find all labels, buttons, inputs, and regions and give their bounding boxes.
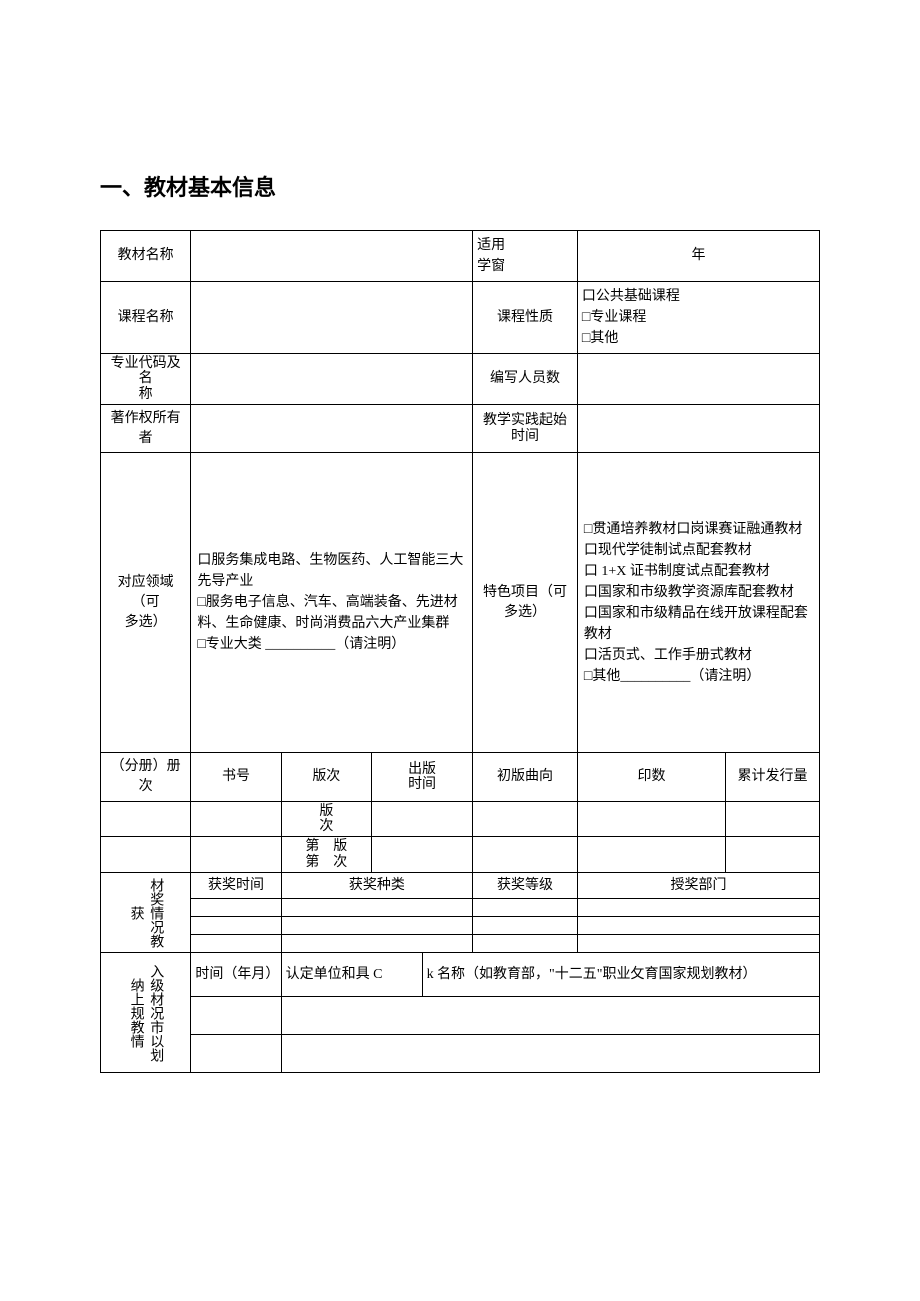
aw-r1-c3 (473, 899, 578, 917)
cn-opt-3: □其他 (582, 331, 618, 346)
vol-r2-c2 (191, 837, 281, 873)
field-opt-1: 口服务集成电路、生物医药、人工智能三大先导产业 (197, 553, 463, 589)
feat-opt-6: □其他__________（请注明） (584, 669, 760, 684)
info-table: 教材名称 适用 学窗 年 课程名称 课程性质 口公共基础课程 □专业课程 □其他… (100, 230, 820, 1073)
label-feature: 特色项目（可 多选） (473, 453, 578, 753)
vol-r1-c6 (577, 801, 725, 837)
label-author-count: 编写人员数 (473, 354, 578, 405)
vol-r2-c5 (473, 837, 578, 873)
label-publish-time: 出版 时间 (371, 753, 472, 801)
vol-r2-c1 (101, 837, 191, 873)
field-opt-3: □专业大类 __________（请注明） (197, 637, 405, 652)
field-opt-2: □服务电子信息、汽车、高端装备、先进材料、生命健康、时尚消费品六大产业集群 (197, 595, 457, 631)
label-volume: （分册）册次 (101, 753, 191, 801)
label-award: 材奖情况教获 (101, 873, 191, 953)
value-feature: □贯通培养教材口岗课赛证融通教材口现代学徒制试点配套教材 口 1+X 证书制度试… (577, 453, 819, 753)
vol-r1-c2 (191, 801, 281, 837)
label-field: 对应领域（可 多选） (101, 453, 191, 753)
vol-r2-c6 (577, 837, 725, 873)
aw-r3-c2 (281, 935, 472, 953)
value-textbook-name (191, 231, 473, 282)
label-award-dept: 授奖部门 (577, 873, 819, 899)
label-plan-time: 时间（年月） (191, 953, 281, 997)
aw-r2-c1 (191, 917, 281, 935)
award-vert-text: 材奖情况教获 (126, 877, 165, 948)
cn-opt-2: □专业课程 (582, 310, 646, 325)
aw-r1-c4 (577, 899, 819, 917)
aw-r2-c4 (577, 917, 819, 935)
pl-r2-c2 (281, 1035, 819, 1073)
vol-r1-edition: 版 次 (281, 801, 371, 837)
feat-opt-2: 口 1+X 证书制度试点配套教材 (584, 564, 770, 579)
aw-r3-c4 (577, 935, 819, 953)
label-applicable-window: 适用 学窗 (473, 231, 578, 282)
label-award-time: 获奖时间 (191, 873, 281, 899)
value-author-count (577, 354, 819, 405)
label-course-name: 课程名称 (101, 282, 191, 354)
label-first-edition: 初版曲向 (473, 753, 578, 801)
label-copyright: 著作权所有者 (101, 405, 191, 453)
label-edition: 版次 (281, 753, 371, 801)
cn-opt-1: 口公共基础课程 (582, 289, 680, 304)
label-award-level: 获奖等级 (473, 873, 578, 899)
value-year: 年 (577, 231, 819, 282)
vol-r2-edition: 第 版 第 次 (281, 837, 371, 873)
pl-r1-c1 (191, 997, 281, 1035)
aw-r1-c2 (281, 899, 472, 917)
value-major-code (191, 354, 473, 405)
pl-r2-c1 (191, 1035, 281, 1073)
value-practice-start (577, 405, 819, 453)
feat-opt-1: □贯通培养教材口岗课赛证融通教材口现代学徒制试点配套教材 (584, 522, 802, 558)
label-major-code: 专业代码及名 称 (101, 354, 191, 405)
vol-r1-c4 (371, 801, 472, 837)
vol-r2-c4 (371, 837, 472, 873)
feat-opt-4: 口国家和市级精品在线开放课程配套教材 (584, 606, 808, 642)
value-course-nature: 口公共基础课程 □专业课程 □其他 (577, 282, 819, 354)
vol-r1-c5 (473, 801, 578, 837)
value-copyright (191, 405, 473, 453)
label-plan-name-k: k 名称（如教育部，"十二五"职业攵育国家规划教材） (422, 953, 819, 997)
value-field: 口服务集成电路、生物医药、人工智能三大先导产业 □服务电子信息、汽车、高端装备、… (191, 453, 473, 753)
vol-r2-c7 (726, 837, 820, 873)
aw-r3-c3 (473, 935, 578, 953)
plan-vert-text: 入级材况市以划纳上规教情 (126, 957, 165, 1068)
feat-opt-3: 口国家和市级教学资源库配套教材 (584, 585, 794, 600)
pl-r1-c2 (281, 997, 819, 1035)
aw-r2-c3 (473, 917, 578, 935)
label-textbook-name: 教材名称 (101, 231, 191, 282)
label-course-nature: 课程性质 (473, 282, 578, 354)
label-plan: 入级材况市以划纳上规教情 (101, 953, 191, 1073)
label-total-issue: 累计发行量 (726, 753, 820, 801)
vol-r1-c7 (726, 801, 820, 837)
feat-opt-5: 口活页式、工作手册式教材 (584, 648, 752, 663)
label-award-type: 获奖种类 (281, 873, 472, 899)
aw-r3-c1 (191, 935, 281, 953)
vol-r1-c1 (101, 801, 191, 837)
aw-r2-c2 (281, 917, 472, 935)
label-plan-unit-c: 认定单位和具 C (281, 953, 422, 997)
value-course-name (191, 282, 473, 354)
label-practice-start: 教学实践起始 时间 (473, 405, 578, 453)
label-book-number: 书号 (191, 753, 281, 801)
label-print-count: 印数 (577, 753, 725, 801)
section-title: 一、教材基本信息 (100, 170, 820, 202)
aw-r1-c1 (191, 899, 281, 917)
